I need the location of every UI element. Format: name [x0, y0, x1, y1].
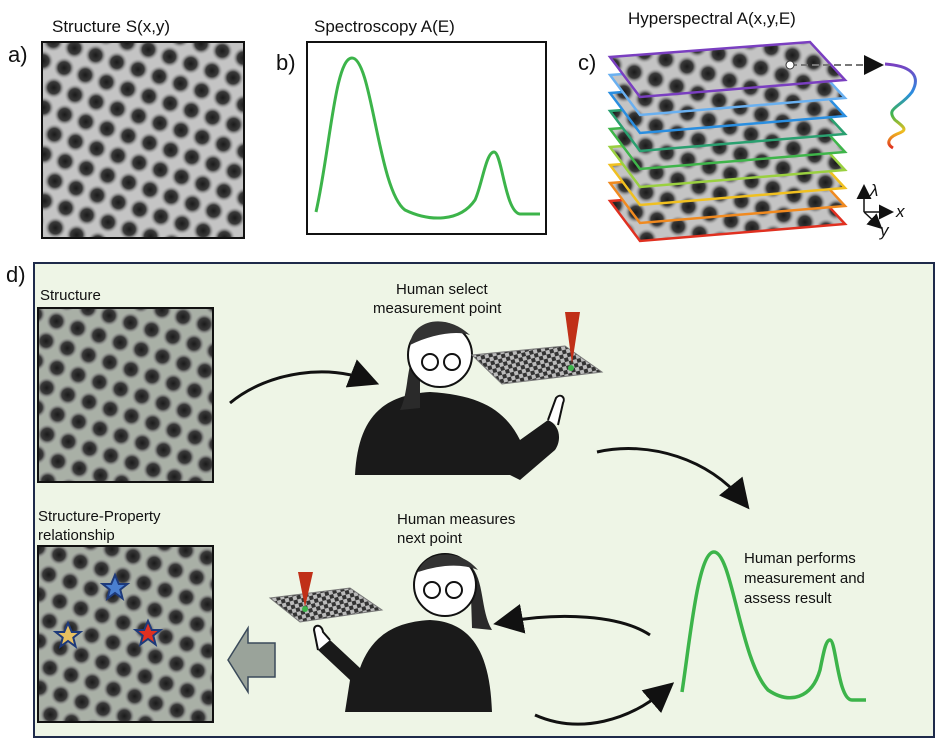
structure-image — [37, 307, 214, 483]
pixel-spectrum — [884, 62, 917, 150]
probe-tip — [298, 572, 313, 607]
axes-icon — [856, 184, 894, 230]
structure-image — [41, 41, 245, 239]
label: Structure — [40, 287, 101, 304]
panel-letter: d) — [6, 262, 26, 287]
spectrum-box — [306, 41, 547, 235]
panel-letter: c) — [578, 50, 596, 75]
label: Human measures next point — [397, 511, 515, 547]
label: Structure-Property relationship — [38, 508, 161, 544]
spectrum-curve — [680, 550, 866, 702]
label: Human select measurement point — [373, 281, 502, 317]
spectrum-curve — [314, 56, 540, 220]
panel-title: Spectroscopy A(E) — [314, 17, 455, 36]
axis-label: x — [895, 202, 905, 221]
result-arrow — [227, 625, 276, 695]
probe-point — [785, 60, 795, 70]
spectral-layer — [607, 40, 848, 99]
axis-label: y — [879, 221, 890, 240]
probe-tip — [565, 312, 580, 364]
person — [355, 321, 565, 480]
panel-title: Structure S(x,y) — [52, 17, 170, 36]
probe-spot — [302, 606, 308, 612]
stars — [52, 572, 164, 649]
hyperspectral-stack — [607, 40, 848, 243]
probe-spot — [568, 365, 574, 371]
panel-title: Hyperspectral A(x,y,E) — [628, 9, 796, 28]
label: Human performs measurement and assess resu… — [744, 550, 865, 607]
sample — [470, 345, 604, 385]
person — [312, 553, 492, 712]
panel-letter: b) — [276, 50, 296, 75]
sample — [268, 587, 384, 623]
flow-arrows — [229, 359, 750, 726]
axis-label: λ — [869, 181, 878, 200]
panel-letter: a) — [8, 42, 28, 67]
